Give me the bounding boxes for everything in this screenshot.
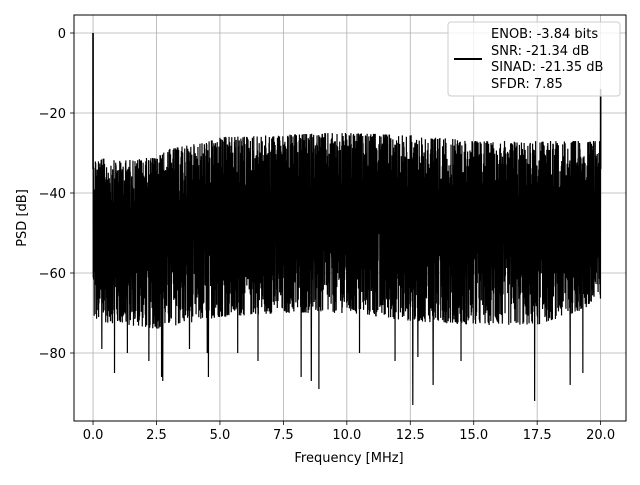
legend: ENOB: -3.84 bits SNR: -21.34 dB SINAD: -… <box>447 21 621 97</box>
y-tick-label: −40 <box>39 187 66 202</box>
x-tick-label: 15.0 <box>459 428 488 443</box>
x-axis-label: Frequency [MHz] <box>294 451 403 466</box>
plot-frame <box>73 14 627 422</box>
y-axis-label: PSD [dB] <box>15 189 30 247</box>
x-tick-label: 7.5 <box>273 428 294 443</box>
tick-layer: 0.0 2.5 5.0 7.5 10.0 12.5 15.0 17.5 20.0 0 −20 −40 −… <box>39 27 616 443</box>
y-tick-label: 0 <box>58 27 66 42</box>
x-tick-label: 2.5 <box>146 428 167 443</box>
data-layer <box>92 32 602 406</box>
legend-box <box>447 21 621 97</box>
y-tick-label: −80 <box>39 347 66 362</box>
x-tick-label: 12.5 <box>396 428 425 443</box>
x-tick-label: 5.0 <box>210 428 231 443</box>
y-tick-label: −60 <box>39 267 66 282</box>
y-tick-label: −20 <box>39 107 66 122</box>
psd-series-line <box>92 32 602 406</box>
legend-line-enob: ENOB: -3.84 bits <box>491 27 598 42</box>
x-tick-label: 0.0 <box>83 428 104 443</box>
x-tick-label: 10.0 <box>332 428 361 443</box>
legend-line-snr: SNR: -21.34 dB <box>491 44 589 59</box>
x-tick-label: 17.5 <box>523 428 552 443</box>
legend-line-sfdr: SFDR: 7.85 <box>491 77 563 92</box>
legend-line-sinad: SINAD: -21.35 dB <box>491 60 603 75</box>
x-tick-label: 20.0 <box>586 428 615 443</box>
